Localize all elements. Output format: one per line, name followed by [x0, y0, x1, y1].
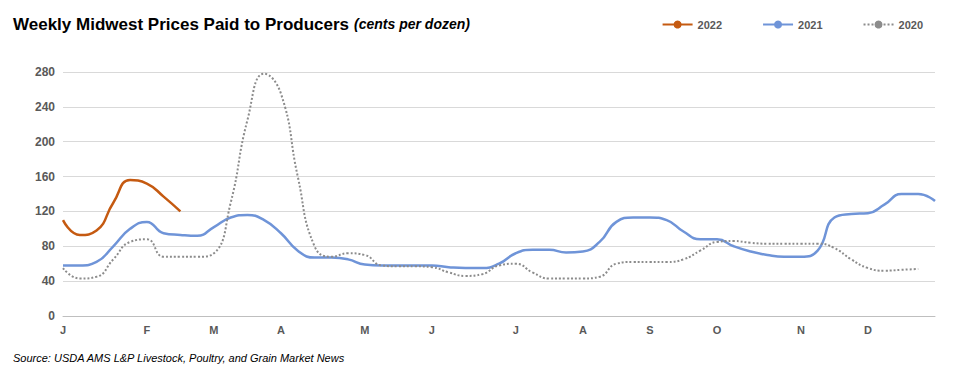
svg-text:M: M — [360, 324, 369, 336]
svg-text:S: S — [646, 324, 653, 336]
svg-text:240: 240 — [35, 100, 55, 114]
svg-text:J: J — [513, 324, 519, 336]
svg-text:2022: 2022 — [698, 19, 722, 31]
svg-text:M: M — [209, 324, 218, 336]
svg-text:200: 200 — [35, 135, 55, 149]
svg-text:2020: 2020 — [899, 19, 923, 31]
svg-text:O: O — [713, 324, 722, 336]
svg-text:160: 160 — [35, 170, 55, 184]
svg-text:A: A — [277, 324, 285, 336]
svg-text:J: J — [429, 324, 435, 336]
svg-text:A: A — [579, 324, 587, 336]
svg-text:N: N — [797, 324, 805, 336]
svg-text:Weekly Midwest Prices Paid to: Weekly Midwest Prices Paid to Producers — [13, 15, 349, 34]
svg-text:80: 80 — [42, 239, 56, 253]
svg-text:280: 280 — [35, 65, 55, 79]
svg-text:D: D — [864, 324, 872, 336]
svg-text:40: 40 — [42, 274, 56, 288]
svg-text:120: 120 — [35, 204, 55, 218]
svg-text:(cents per dozen): (cents per dozen) — [354, 16, 470, 32]
svg-text:J: J — [60, 324, 66, 336]
svg-text:2021: 2021 — [798, 19, 822, 31]
svg-text:F: F — [143, 324, 150, 336]
svg-text:Source: USDA AMS L&P Livestock: Source: USDA AMS L&P Livestock, Poultry,… — [13, 352, 345, 364]
svg-text:0: 0 — [48, 309, 55, 323]
